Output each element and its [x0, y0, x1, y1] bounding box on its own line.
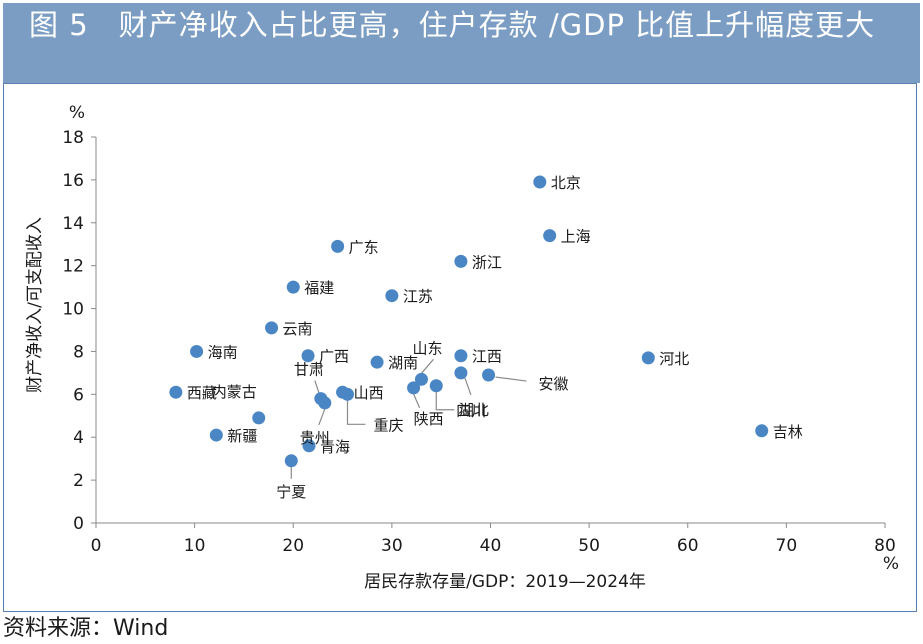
data-point — [429, 379, 443, 393]
data-point — [454, 366, 468, 380]
point-label: 江苏 — [403, 288, 433, 306]
data-point — [318, 396, 332, 410]
data-point — [252, 411, 266, 425]
y-tick-label: 6 — [73, 385, 84, 405]
point-label: 广东 — [349, 238, 379, 256]
point-label: 江西 — [472, 348, 502, 366]
chart-axes: 0 10 20 30 40 50 60 70 80 0 2 4 6 8 10 12 14 16 18 — [62, 128, 895, 556]
x-tick-label: 30 — [381, 536, 403, 556]
data-point — [286, 280, 300, 294]
data-point — [482, 368, 496, 382]
point-label: 湖南 — [388, 354, 418, 372]
point-label: 海南 — [208, 343, 238, 361]
point-label: 广西 — [319, 348, 349, 366]
point-label: 安徽 — [539, 375, 569, 393]
data-point — [407, 381, 421, 395]
data-point — [543, 229, 557, 243]
point-label: 宁夏 — [276, 483, 306, 501]
label-connector — [421, 358, 434, 374]
point-labels: 北京上海广东浙江福建江苏云南海南 广西 湖南 江西 河北 山东湖北 安徽西藏内蒙古 甘肃贵州 山… — [187, 174, 803, 501]
x-tick-label: 50 — [578, 536, 600, 556]
y-tick-label: 4 — [73, 428, 84, 448]
x-tick-label: 40 — [480, 536, 502, 556]
y-tick-label: 14 — [62, 214, 84, 234]
data-point — [265, 321, 279, 335]
data-point — [331, 239, 345, 253]
chart-frame — [3, 83, 917, 612]
point-label: 陕西 — [414, 410, 444, 428]
label-connectors — [290, 358, 527, 479]
figure-header: 图 5 财产净收入占比更高，住户存款 /GDP 比值上升幅度更大 — [3, 3, 920, 83]
data-points — [169, 175, 769, 468]
data-point — [454, 254, 468, 268]
point-label: 青海 — [320, 438, 350, 456]
data-point — [385, 289, 399, 303]
y-tick-label: 12 — [62, 257, 84, 277]
y-tick-label: 16 — [62, 171, 84, 191]
data-point — [414, 372, 428, 386]
point-label: 内蒙古 — [212, 383, 257, 401]
point-label: 甘肃 — [294, 361, 324, 379]
point-label: 河北 — [659, 350, 689, 368]
y-tick-label: 8 — [73, 342, 84, 362]
point-label: 上海 — [561, 228, 591, 246]
data-point — [284, 454, 298, 468]
data-point — [370, 355, 384, 369]
point-label: 浙江 — [472, 253, 502, 271]
x-axis-title: 居民存款存量/GDP：2019—2024年 — [364, 572, 646, 592]
point-label: 山西 — [354, 384, 384, 402]
label-connector — [346, 400, 366, 425]
point-label: 福建 — [304, 279, 334, 297]
point-label: 西藏 — [187, 384, 217, 402]
figure-title: 图 5 财产净收入占比更高，住户存款 /GDP 比值上升幅度更大 — [29, 8, 876, 42]
data-point — [454, 349, 468, 363]
x-tick-label: 20 — [282, 536, 304, 556]
point-label: 新疆 — [227, 427, 257, 445]
x-axis-unit: % — [883, 554, 899, 574]
data-point — [641, 351, 655, 365]
data-point — [533, 175, 547, 189]
x-tick-label: 0 — [91, 536, 102, 556]
point-label: 吉林 — [773, 423, 803, 441]
data-point — [755, 424, 769, 438]
data-point — [302, 439, 316, 453]
data-point — [209, 428, 223, 442]
point-label: 北京 — [551, 174, 581, 192]
data-point — [301, 349, 315, 363]
y-axis-title: 财产净收入/可支配收入 — [25, 217, 45, 393]
point-label: 贵州 — [300, 429, 330, 447]
y-tick-label: 0 — [73, 514, 84, 534]
x-tick-label: 60 — [677, 536, 699, 556]
label-connector — [495, 376, 527, 382]
y-axis-unit: % — [69, 103, 85, 123]
point-label: 山东 — [412, 339, 442, 357]
y-tick-label: 2 — [73, 471, 84, 491]
y-tick-label: 18 — [62, 128, 84, 148]
y-tick-label: 10 — [62, 300, 84, 320]
label-connector — [314, 380, 320, 393]
label-connector — [413, 393, 421, 409]
label-connector — [435, 391, 455, 411]
x-tick-label: 80 — [874, 536, 896, 556]
point-label: 四川 — [456, 402, 486, 420]
data-point — [169, 385, 183, 399]
x-tick-label: 10 — [184, 536, 206, 556]
point-label: 云南 — [283, 320, 313, 338]
point-label: 重庆 — [373, 416, 403, 434]
data-point — [340, 387, 354, 401]
point-label: 湖北 — [459, 401, 489, 419]
label-connector — [464, 377, 472, 396]
source-note: 资料来源：Wind — [3, 616, 169, 641]
label-connector — [318, 408, 326, 426]
data-point — [190, 344, 204, 358]
x-tick-label: 70 — [776, 536, 798, 556]
